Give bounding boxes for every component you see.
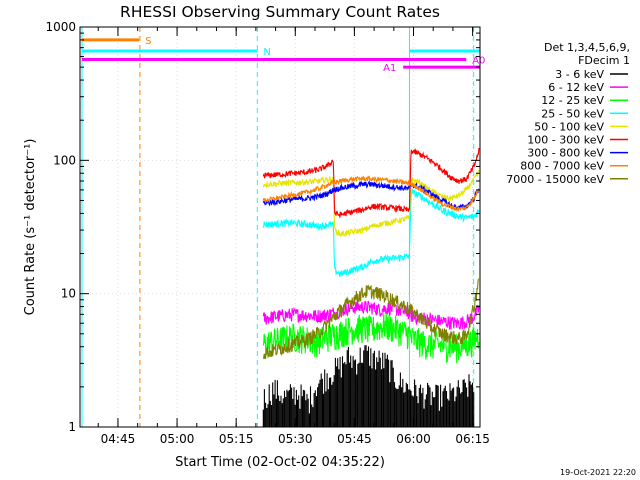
x-tick-label: 05:30 — [278, 432, 313, 446]
legend-entry-label: 3 - 6 keV — [555, 68, 604, 81]
legend-entry-label: 12 - 25 keV — [541, 94, 604, 107]
legend-entry-label: 100 - 300 keV — [527, 134, 604, 147]
footer-date: 19-Oct-2021 22:20 — [560, 468, 636, 477]
y-tick-label: 10 — [61, 287, 76, 301]
flag-n: N — [81, 47, 480, 58]
legend-title-line: Det 1,3,4,5,6,9, — [544, 41, 630, 54]
y-tick-label: 1000 — [45, 20, 76, 34]
x-tick-label: 05:15 — [219, 432, 254, 446]
legend-entry-label: 6 - 12 keV — [548, 81, 604, 94]
chart-title: RHESSI Observing Summary Count Rates — [120, 3, 440, 21]
flag-label: N — [263, 47, 270, 58]
series-6-12-keV-trace — [262, 300, 480, 330]
x-tick-label: 06:00 — [396, 432, 431, 446]
y-tick-label: 1 — [68, 420, 76, 434]
legend-entry-label: 7000 - 15000 keV — [506, 173, 604, 186]
legend-entry-label: 300 - 800 keV — [527, 147, 604, 160]
x-tick-label: 05:00 — [160, 432, 195, 446]
series-12-25-keV-trace — [262, 313, 480, 364]
x-tick-label: 04:45 — [101, 432, 136, 446]
legend-title-line: FDecim 1 — [578, 54, 630, 67]
legend-entry-label: 800 - 7000 keV — [520, 160, 604, 173]
series-path — [262, 313, 480, 364]
legend-entry-label: 25 - 50 keV — [541, 107, 604, 120]
series-path — [262, 300, 480, 330]
flag-a1: A1 — [383, 63, 480, 74]
series-7000-15000-keV-trace — [262, 278, 480, 360]
series-path — [262, 345, 475, 427]
x-axis-label: Start Time (02-Oct-02 04:35:22) — [175, 455, 385, 470]
flag-label: A0 — [472, 56, 485, 67]
series-800-7000-keV-trace — [262, 175, 480, 212]
legend-entry-label: 50 - 100 keV — [534, 120, 604, 133]
y-axis-label: Count Rate (s⁻¹ detector⁻¹) — [23, 139, 38, 316]
x-tick-label: 06:15 — [455, 432, 490, 446]
series-path — [262, 180, 480, 211]
series-path — [262, 188, 480, 277]
series-path — [262, 175, 480, 212]
series-path — [262, 278, 480, 360]
series-300-800-keV-trace — [262, 180, 480, 211]
series-25-50-keV-trace — [262, 188, 480, 277]
y-tick-label: 100 — [53, 153, 76, 167]
flag-label: S — [145, 36, 151, 47]
plot-frame — [79, 26, 481, 428]
flag-s: S — [81, 36, 151, 47]
series-100-300-keV-trace — [262, 147, 480, 218]
x-tick-label: 05:45 — [337, 432, 372, 446]
series-path — [262, 147, 480, 218]
flag-label: A1 — [383, 63, 396, 74]
series-3-6-keV-trace — [262, 345, 475, 427]
flag-a0: A0 — [81, 56, 485, 67]
